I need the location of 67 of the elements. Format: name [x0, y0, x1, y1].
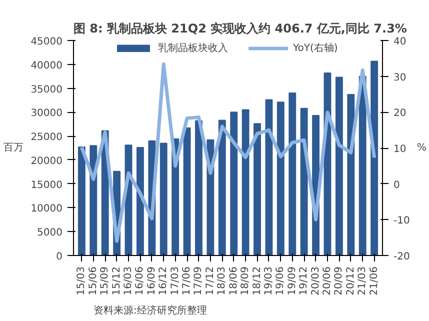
bar [335, 76, 343, 256]
bar [136, 147, 144, 256]
x-tick-label: 17/09 [193, 266, 204, 296]
x-tick-label: 15/03 [76, 266, 88, 296]
x-tick-label: 17/12 [204, 266, 216, 296]
chart-title: 图 8: 乳制品板块 21Q2 实现收入约 406.7 亿元,同比 7.3% [74, 22, 407, 36]
y-tick-label: 10000 [30, 204, 62, 215]
y2-tick-label: 10 [394, 144, 406, 155]
x-tick-label: 15/12 [111, 266, 122, 296]
bar [78, 146, 86, 256]
bar [288, 92, 296, 256]
text: 资料来源:经济研究所整理 [94, 304, 207, 316]
x-tick-label: 16/12 [158, 266, 170, 296]
y2-tick-label: 40 [394, 36, 406, 48]
x-tick-label: 17/06 [182, 266, 193, 296]
y-tick-label: 30000 [30, 108, 62, 120]
bar [300, 108, 308, 256]
x-tick-label: 20/12 [345, 266, 356, 296]
y2-tick-label: 0 [394, 180, 400, 191]
x-tick-label: 17/03 [170, 266, 181, 296]
y2-tick-label: 20 [394, 108, 406, 120]
y2-tick-label: -20 [394, 252, 410, 262]
bar [230, 112, 238, 256]
x-tick-label: 20/06 [322, 266, 333, 296]
y-tick-label: 35000 [30, 84, 62, 96]
bar [276, 102, 284, 256]
x-tick-label: 16/09 [146, 266, 158, 296]
y-tick-label: 15000 [30, 180, 62, 191]
y-tick-label: 40000 [30, 60, 62, 72]
bar [254, 123, 261, 256]
legend-label: YoY(右轴) [293, 42, 338, 55]
y2-axis-title: % [416, 142, 426, 154]
x-tick-label: 18/12 [252, 266, 263, 296]
x-tick-label: 16/03 [123, 266, 134, 296]
x-tick-label: 20/03 [310, 266, 322, 296]
y2-tick-label: 30 [394, 72, 406, 84]
x-tick-label: 19/09 [286, 266, 298, 296]
x-tick-label: 18/03 [216, 266, 228, 296]
bar [195, 120, 202, 256]
bar [218, 120, 226, 256]
x-tick-label: 19/03 [263, 266, 274, 296]
x-tick-label: 18/06 [228, 266, 240, 296]
x-tick-label: 19/06 [275, 266, 286, 296]
y-axis-title: 百万 [4, 142, 24, 154]
bar [160, 142, 168, 256]
y-tick-label: 0 [56, 252, 63, 262]
y-tick-label: 25000 [30, 132, 62, 144]
line-series [80, 62, 376, 243]
y-tick-label: 5000 [37, 228, 63, 239]
x-tick-label: 20/09 [334, 266, 345, 296]
bar [265, 99, 273, 256]
bar [242, 109, 250, 256]
bar [358, 76, 366, 256]
bar [347, 94, 355, 256]
bar [183, 127, 191, 256]
x-tick-label: 21/06 [368, 266, 380, 296]
y2-tick-label: -10 [394, 216, 410, 227]
x-tick-label: 16/06 [134, 266, 146, 296]
legend-label: 乳制品板块收入 [158, 42, 228, 55]
bar [370, 60, 378, 256]
x-tick-label: 15/09 [100, 266, 111, 296]
x-tick-label: 21/03 [357, 266, 368, 296]
x-tick-label: 18/09 [240, 266, 252, 296]
x-tick-label: 19/12 [298, 266, 310, 296]
y-tick-label: 20000 [30, 156, 62, 167]
x-tick-label: 15/06 [88, 266, 99, 296]
y-tick-label: 45000 [30, 36, 62, 48]
